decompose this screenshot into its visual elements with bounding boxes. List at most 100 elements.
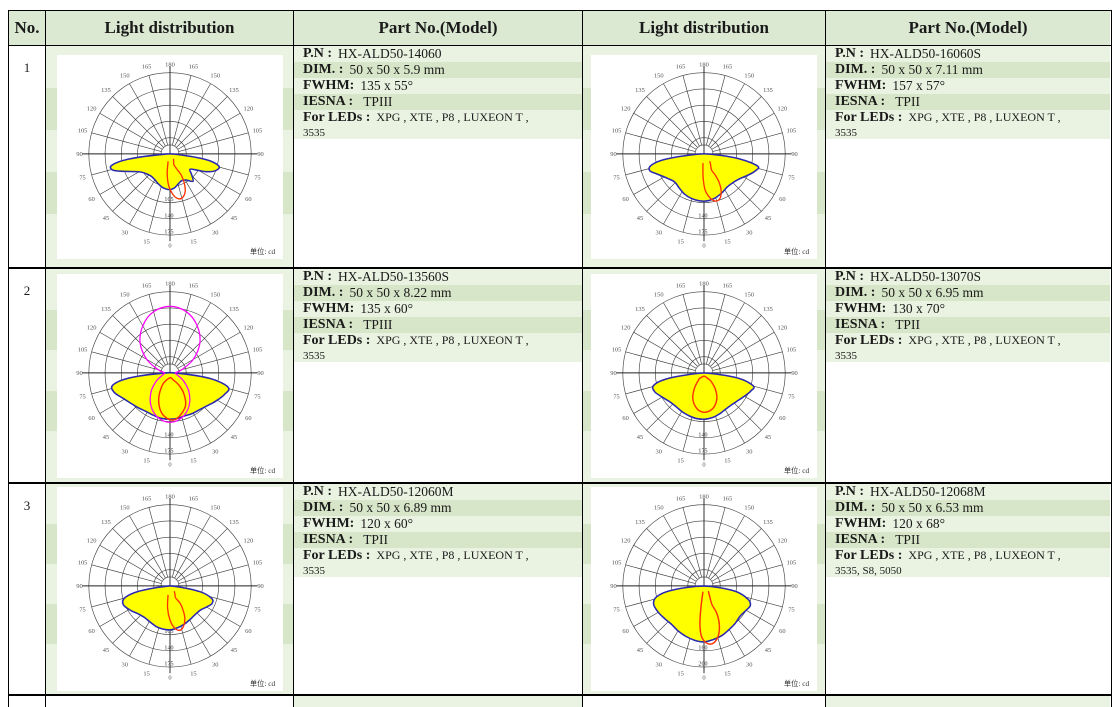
svg-text:单位: cd: 单位: cd [784,465,810,474]
fwhm-value: 157 x 57° [892,78,945,93]
pn-row: P.N : HX-ALD50-13070S [826,269,1110,285]
leds-label: For LEDs : [303,333,371,348]
iesna-row: IESNA : TPII [826,532,1110,548]
pn-value: HX-ALD50-13070S [870,269,982,284]
fwhm-value: 120 x 68° [892,516,945,531]
dim-value: 50 x 50 x 7.11 mm [881,62,983,77]
row-number-cell: 1 [9,46,46,267]
iesna-row: IESNA : TPII [294,532,582,548]
svg-text:60: 60 [245,628,251,635]
polar-plot: 0 15 15 30 30 45 45 60 60 75 75 90 90 105 105 120 120 135… [76,493,275,687]
svg-text:150: 150 [654,505,664,512]
svg-text:75: 75 [254,606,260,613]
svg-text:45: 45 [765,647,771,654]
fwhm-row: FWHM: 120 x 60° [294,516,582,532]
leds-value: XPG , XTE , P8 , LUXEON T , [908,333,1061,347]
iesna-label: IESNA : [835,94,886,109]
leds-row: For LEDs : XPG , XTE , P8 , LUXEON T , 35… [826,333,1110,362]
svg-text:165: 165 [141,496,151,503]
svg-text:105: 105 [77,560,87,567]
svg-text:135: 135 [635,519,645,526]
fwhm-value: 135 x 55° [360,78,413,93]
header-part-no-1: Part No.(Model) [294,11,583,45]
svg-text:75: 75 [613,606,619,613]
dim-label: DIM. : [835,285,876,300]
iesna-label: IESNA : [303,317,354,332]
svg-text:45: 45 [230,647,236,654]
iesna-row: IESNA : TPII [826,317,1110,333]
fwhm-label: FWHM: [835,301,887,316]
svg-text:150: 150 [119,291,129,298]
pn-label: P.N : [835,269,865,284]
pn-row: P.N : HX-ALD50-13560S [294,269,582,285]
header-part-no-2: Part No.(Model) [826,11,1110,45]
polar-plot: 0 15 15 30 30 45 45 60 60 75 75 90 90 105 105 120 120 135… [76,61,275,255]
svg-text:15: 15 [724,457,730,464]
leds-line1: For LEDs : XPG , XTE , P8 , LUXEON T , [835,333,1061,349]
svg-text:165: 165 [141,63,151,70]
leds-value: XPG , XTE , P8 , LUXEON T , [376,333,529,347]
table-row: 3 0 15 15 30 30 45 45 60 60 75 75 90 90 105 105 120 120 1… [9,484,1111,696]
fwhm-value: 135 x 60° [360,301,413,316]
svg-text:105: 105 [612,560,622,567]
svg-text:75: 75 [254,174,260,181]
svg-text:45: 45 [230,214,236,221]
iesna-label: IESNA : [303,532,354,547]
svg-text:150: 150 [744,291,754,298]
svg-text:175: 175 [164,448,173,454]
svg-text:120: 120 [86,324,96,331]
svg-text:75: 75 [613,174,619,181]
svg-text:90: 90 [76,150,82,157]
leds-line2: 3535 [835,127,857,139]
leds-row: For LEDs : XPG , XTE , P8 , LUXEON T , 35… [294,333,582,362]
svg-text:135: 135 [101,519,111,526]
svg-text:150: 150 [654,72,664,79]
pn-value: HX-ALD50-14060 [338,46,442,61]
svg-text:0: 0 [168,675,171,682]
svg-text:60: 60 [779,415,785,422]
svg-text:15: 15 [724,670,730,677]
svg-text:45: 45 [102,433,108,440]
part-info-cell [294,696,583,707]
svg-text:90: 90 [610,150,616,157]
leds-line2: 3535 [835,350,857,362]
svg-text:30: 30 [212,229,218,236]
light-distribution-cell: 0 15 15 30 30 45 45 60 60 75 75 90 90 105 105 120 120 135… [46,46,294,267]
svg-text:45: 45 [637,433,643,440]
svg-text:0: 0 [168,461,171,468]
iesna-value: TPII [895,94,920,109]
header-light-distribution-1: Light distribution [46,11,294,45]
svg-text:75: 75 [79,393,85,400]
svg-text:75: 75 [79,606,85,613]
fwhm-label: FWHM: [303,301,355,316]
svg-text:165: 165 [723,63,733,70]
svg-text:175: 175 [164,229,173,235]
svg-text:105: 105 [252,346,262,353]
svg-text:120: 120 [778,538,788,545]
fwhm-value: 120 x 60° [360,516,413,531]
svg-text:60: 60 [88,415,94,422]
svg-text:165: 165 [723,496,733,503]
svg-text:120: 120 [86,105,96,112]
svg-text:150: 150 [210,72,220,79]
svg-text:90: 90 [76,369,82,376]
svg-text:15: 15 [724,238,730,245]
polar-chart: 0 15 15 30 30 45 45 60 60 75 75 90 90 105 105 120 120 135… [56,54,283,259]
dim-label: DIM. : [835,500,876,515]
svg-text:90: 90 [610,583,616,590]
svg-text:单位: cd: 单位: cd [784,246,810,255]
svg-text:45: 45 [230,433,236,440]
svg-text:105: 105 [252,560,262,567]
iesna-row: IESNA : TPII [826,94,1110,110]
part-info-cell: P.N : HX-ALD50-12068M DIM. : 50 x 50 x 6.5… [826,484,1110,694]
leds-label: For LEDs : [835,333,903,348]
leds-label: For LEDs : [303,110,371,125]
svg-text:60: 60 [779,196,785,203]
svg-text:175: 175 [698,229,707,235]
leds-line2: 3535 [303,350,325,362]
svg-text:120: 120 [778,105,788,112]
pn-value: HX-ALD50-12060M [338,484,454,499]
svg-text:75: 75 [254,393,260,400]
fwhm-label: FWHM: [303,78,355,93]
pn-value: HX-ALD50-12068M [870,484,986,499]
